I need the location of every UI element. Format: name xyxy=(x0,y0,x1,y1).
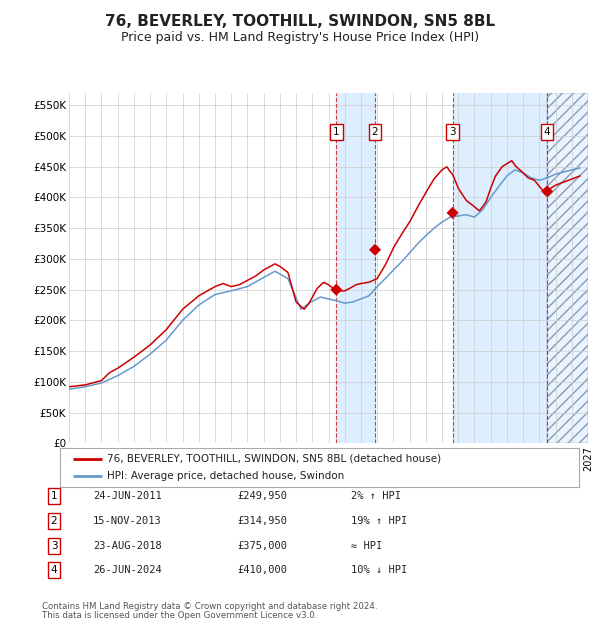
Point xyxy=(448,208,457,218)
Text: 26-JUN-2024: 26-JUN-2024 xyxy=(93,565,162,575)
Text: £314,950: £314,950 xyxy=(237,516,287,526)
Text: £249,950: £249,950 xyxy=(237,491,287,501)
Point xyxy=(542,187,552,197)
Text: 2: 2 xyxy=(372,126,379,137)
Text: 19% ↑ HPI: 19% ↑ HPI xyxy=(351,516,407,526)
Bar xyxy=(547,93,588,443)
Text: 1: 1 xyxy=(333,126,340,137)
Text: Contains HM Land Registry data © Crown copyright and database right 2024.: Contains HM Land Registry data © Crown c… xyxy=(42,602,377,611)
Text: £410,000: £410,000 xyxy=(237,565,287,575)
Text: 1: 1 xyxy=(50,491,58,501)
Bar xyxy=(547,93,588,443)
Text: 76, BEVERLEY, TOOTHILL, SWINDON, SN5 8BL (detached house): 76, BEVERLEY, TOOTHILL, SWINDON, SN5 8BL… xyxy=(107,454,441,464)
Text: 4: 4 xyxy=(50,565,58,575)
Text: 2: 2 xyxy=(50,516,58,526)
Text: 24-JUN-2011: 24-JUN-2011 xyxy=(93,491,162,501)
Text: 3: 3 xyxy=(449,126,456,137)
Text: ≈ HPI: ≈ HPI xyxy=(351,541,382,551)
Point xyxy=(370,245,380,255)
Text: Price paid vs. HM Land Registry's House Price Index (HPI): Price paid vs. HM Land Registry's House … xyxy=(121,31,479,43)
Text: HPI: Average price, detached house, Swindon: HPI: Average price, detached house, Swin… xyxy=(107,471,344,481)
Text: 76, BEVERLEY, TOOTHILL, SWINDON, SN5 8BL: 76, BEVERLEY, TOOTHILL, SWINDON, SN5 8BL xyxy=(105,14,495,29)
Text: This data is licensed under the Open Government Licence v3.0.: This data is licensed under the Open Gov… xyxy=(42,611,317,619)
Text: 23-AUG-2018: 23-AUG-2018 xyxy=(93,541,162,551)
Text: 10% ↓ HPI: 10% ↓ HPI xyxy=(351,565,407,575)
Point xyxy=(331,285,341,294)
Text: 2% ↑ HPI: 2% ↑ HPI xyxy=(351,491,401,501)
Bar xyxy=(336,93,375,443)
Text: £375,000: £375,000 xyxy=(237,541,287,551)
Text: 4: 4 xyxy=(544,126,550,137)
Bar xyxy=(452,93,547,443)
Text: 3: 3 xyxy=(50,541,58,551)
Text: 15-NOV-2013: 15-NOV-2013 xyxy=(93,516,162,526)
